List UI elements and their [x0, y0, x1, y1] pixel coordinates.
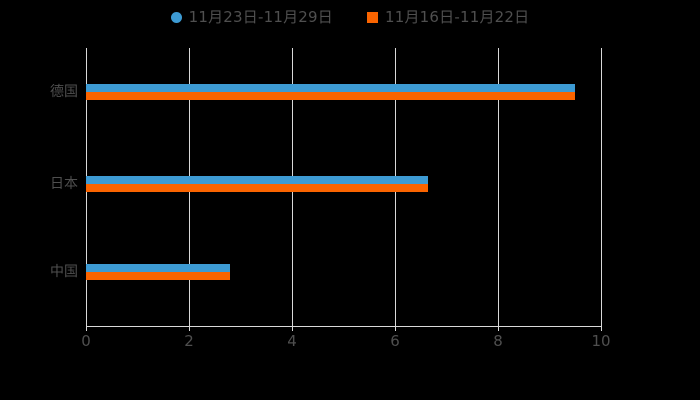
- y-tick-label: 中国: [50, 264, 78, 280]
- legend-square-marker-icon: [367, 11, 378, 23]
- legend-item-series-1[interactable]: 11月23日-11月29日: [170, 7, 333, 26]
- bar[interactable]: [86, 176, 429, 184]
- x-tick-mark: [292, 326, 293, 331]
- x-tick-label: 8: [493, 332, 503, 350]
- x-gridline: [601, 48, 602, 326]
- chart-legend: 11月23日-11月29日 11月16日-11月22日: [0, 0, 700, 34]
- bar[interactable]: [86, 92, 576, 100]
- x-tick-label: 2: [184, 332, 194, 350]
- x-axis-line: [86, 326, 601, 327]
- plot-area: 0 2 4 6 8 10 德国日本中国: [50, 48, 611, 349]
- bar[interactable]: [86, 84, 576, 92]
- legend-item-series-2[interactable]: 11月16日-11月22日: [367, 7, 530, 26]
- y-tick-label: 德国: [50, 84, 78, 100]
- x-tick-mark: [395, 326, 396, 331]
- x-gridline: [498, 48, 499, 326]
- x-tick-mark: [189, 326, 190, 331]
- bar[interactable]: [86, 272, 231, 280]
- bar[interactable]: [86, 264, 231, 272]
- x-tick-mark: [601, 326, 602, 331]
- legend-label-series-2: 11月16日-11月22日: [385, 7, 530, 26]
- x-tick-label: 0: [81, 332, 91, 350]
- x-tick-label: 6: [390, 332, 400, 350]
- y-tick-label: 日本: [50, 176, 78, 192]
- x-tick-label: 10: [591, 332, 611, 350]
- x-tick-label: 4: [287, 332, 297, 350]
- x-tick-mark: [86, 326, 87, 331]
- x-tick-mark: [498, 326, 499, 331]
- legend-label-series-1: 11月23日-11月29日: [188, 7, 333, 26]
- legend-circle-marker-icon: [170, 11, 182, 23]
- bar[interactable]: [86, 184, 429, 192]
